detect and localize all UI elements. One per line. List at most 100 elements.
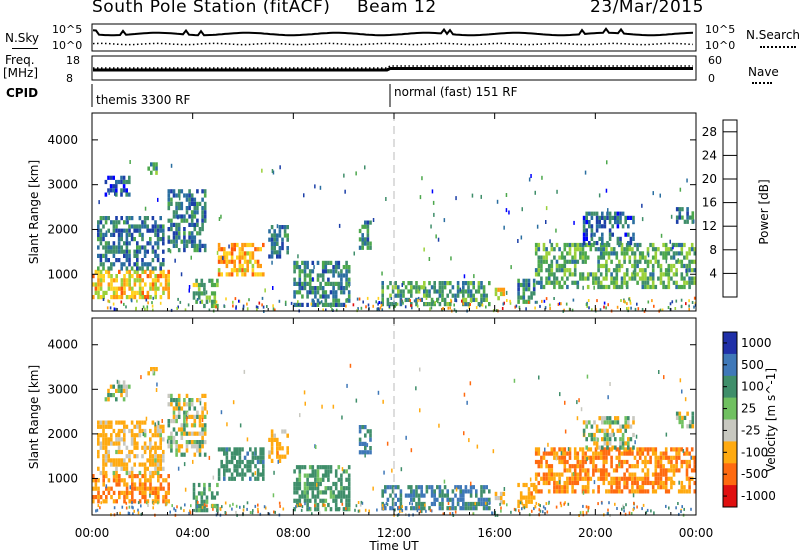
power-region-9: [358, 220, 372, 250]
freq-panel: 18 8 60 0: [66, 54, 722, 85]
power-region-0: [92, 269, 170, 300]
power-y-tick-label: 1000: [47, 267, 78, 281]
noise-sky-line: [92, 27, 694, 37]
power-region-5: [217, 242, 265, 277]
velocity-colorbar-swatch: [723, 485, 737, 508]
x-tick-label: 00:00: [679, 526, 714, 540]
cpid-panel: themis 3300 RF normal (fast) 151 RF: [91, 84, 518, 107]
power-near-range-speckle: [102, 296, 697, 313]
velocity-colorbar-swatch: [723, 419, 737, 442]
vel-region-8: [293, 465, 351, 512]
power-region-10: [381, 281, 491, 307]
noise-search-legend-line: [760, 46, 796, 48]
velocity-colorbar-tick: 1000: [741, 336, 772, 350]
noise-right-tick-top: 10^5: [705, 23, 735, 36]
power-colorbar-tick: 28: [702, 125, 717, 139]
velocity-colorbar-tick: -100: [741, 445, 768, 459]
vel-region-10: [381, 485, 491, 511]
power-colorbar-tick: 24: [702, 148, 717, 162]
date-label: 23/Mar/2015: [590, 0, 704, 17]
power-panel: 1000 2000 3000 4000 Slant Range [km] 4 8 12 16…: [27, 112, 771, 313]
power-colorbar-tick: 4: [709, 266, 717, 280]
power-region-8: [293, 260, 351, 307]
vel-y-tick-label: 3000: [47, 382, 78, 396]
velocity-colorbar-swatch: [723, 332, 737, 355]
x-tick-label: 08:00: [276, 526, 311, 540]
cpid-mode-0: themis 3300 RF: [96, 93, 190, 107]
velocity-colorbar-tick: -25: [741, 423, 761, 437]
cpid-label: CPID: [6, 86, 39, 100]
vel-region-3: [147, 367, 158, 376]
noise-panel: 10^5 10^0 10^5 10^0: [52, 23, 735, 52]
freq-left-tick-top: 18: [66, 54, 80, 67]
velocity-colorbar-swatch: [723, 463, 737, 486]
velocity-colorbar-swatch: [723, 353, 737, 377]
vel-region-5: [217, 447, 265, 481]
vel-y-tick-label: 4000: [47, 338, 78, 352]
noise-sky-label: N.Sky: [5, 31, 40, 45]
vel-region-9: [358, 425, 372, 455]
freq-right-tick-bottom: 0: [708, 72, 715, 85]
vel-region-2: [104, 380, 131, 402]
power-region-7: [268, 225, 289, 259]
x-tick-label: 00:00: [75, 526, 110, 540]
freq-line: [93, 67, 693, 72]
vel-region-7: [268, 429, 289, 463]
velocity-colorbar-tick: -500: [741, 467, 768, 481]
power-region-1: [97, 216, 165, 271]
power-y-axis-label: Slant Range [km]: [27, 160, 41, 264]
noise-search-line: [92, 42, 694, 46]
noise-sky-legend-line: [12, 48, 38, 49]
velocity-colorbar-tick: 100: [741, 380, 764, 394]
vel-region-12: [517, 482, 536, 509]
power-region-6: [192, 278, 219, 309]
x-tick-label: 20:00: [578, 526, 613, 540]
velocity-y-axis-label: Slant Range [km]: [27, 365, 41, 469]
power-region-4: [167, 189, 207, 253]
vel-region-15: [675, 411, 695, 429]
freq-right-tick-top: 60: [708, 54, 722, 67]
beam-label: Beam 12: [357, 0, 437, 17]
velocity-colorbar-swatch: [723, 397, 737, 420]
power-region-13: [534, 242, 697, 290]
x-tick-label: 04:00: [175, 526, 210, 540]
vel-y-tick-label: 2000: [47, 427, 78, 441]
power-y-tick-label: 4000: [47, 133, 78, 147]
power-y-tick-label: 3000: [47, 178, 78, 192]
power-region-15: [675, 207, 695, 224]
power-colorbar-tick: 12: [702, 219, 717, 233]
noise-search-label: N.Search: [746, 28, 800, 42]
nave-label: Nave: [748, 65, 779, 79]
power-colorbar-tick: 16: [702, 196, 717, 210]
velocity-colorbar-swatch: [723, 375, 737, 399]
noise-right-tick-bottom: 10^0: [705, 39, 735, 52]
vel-region-11: [494, 491, 506, 505]
power-region-12: [517, 278, 536, 304]
nave-legend-line: [752, 82, 772, 84]
power-y-tick-label: 2000: [47, 222, 78, 236]
vel-region-4: [167, 393, 207, 457]
cpid-mode-1: normal (fast) 151 RF: [394, 85, 518, 99]
x-tick-label: 12:00: [377, 526, 412, 540]
freq-label-line1: Freq.: [5, 53, 35, 67]
power-colorbar-label: Power [dB]: [757, 179, 771, 244]
x-tick-label: 16:00: [477, 526, 512, 540]
power-region-2: [104, 175, 131, 197]
power-region-3: [147, 162, 158, 175]
power-colorbar-tick: 20: [702, 172, 717, 186]
vel-isolated-points: [105, 363, 692, 498]
velocity-colorbar-swatch: [723, 441, 737, 464]
freq-left-tick-bottom: 8: [66, 72, 73, 85]
vel-region-1: [97, 420, 165, 476]
noise-left-tick-bottom: 10^0: [52, 39, 82, 52]
x-axis-label: Time UT: [368, 539, 419, 553]
power-isolated-points: [98, 160, 695, 297]
velocity-colorbar-tick: -1000: [741, 489, 776, 503]
vel-region-0: [92, 474, 170, 504]
velocity-colorbar-tick: 25: [741, 402, 756, 416]
vel-region-14: [582, 416, 635, 450]
velocity-colorbar-tick: 500: [741, 358, 764, 372]
power-region-11: [494, 287, 506, 301]
vel-y-tick-label: 1000: [47, 471, 78, 485]
